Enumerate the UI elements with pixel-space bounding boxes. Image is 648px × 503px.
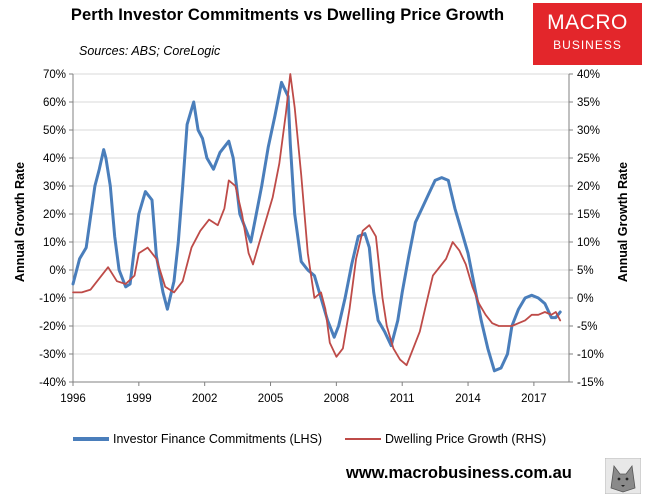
right-tick-label: 35% xyxy=(577,97,600,109)
legend-label-investor: Investor Finance Commitments (LHS) xyxy=(113,432,323,446)
series-lines xyxy=(71,73,562,373)
left-tick-label: -30% xyxy=(39,349,66,361)
x-axis-ticks: 1996 1999 2002 2005 2008 2011 2014 2017 xyxy=(60,382,547,405)
x-tick-label: 2002 xyxy=(192,393,218,405)
right-tick-label: 0% xyxy=(577,293,594,305)
right-tick-label: 15% xyxy=(577,209,600,221)
x-tick-label: 2005 xyxy=(258,393,284,405)
x-tick-label: 2011 xyxy=(390,393,415,405)
wolf-logo-icon xyxy=(605,458,641,494)
right-axis-title: Annual Growth Rate xyxy=(616,162,630,282)
right-tick-label: 25% xyxy=(577,153,600,165)
x-tick-label: 1996 xyxy=(60,393,86,405)
left-tick-label: 0% xyxy=(49,265,66,277)
left-tick-label: 30% xyxy=(43,181,66,193)
right-tick-label: 5% xyxy=(577,265,594,277)
x-tick-label: 1999 xyxy=(126,393,152,405)
right-axis-ticks: -15% -10% -5% 0% 5% 10% 15% 20% 25% 30% 35% 40% xyxy=(569,69,604,389)
legend-item-dwelling: Dwelling Price Growth (RHS) xyxy=(345,432,546,446)
x-tick-label: 2014 xyxy=(455,393,481,405)
series-line-dwelling xyxy=(72,73,562,367)
right-tick-label: 30% xyxy=(577,125,600,137)
source-note: Sources: ABS; CoreLogic xyxy=(79,44,221,58)
left-tick-label: 60% xyxy=(43,97,66,109)
left-tick-label: 20% xyxy=(43,209,66,221)
logo-text-line2: BUSINESS xyxy=(553,38,622,52)
left-tick-label: 70% xyxy=(43,69,66,81)
left-axis-ticks: -40% -30% -20% -10% 0% 10% 20% 30% 40% 50% 60% 70% xyxy=(39,69,73,389)
legend-label-dwelling: Dwelling Price Growth (RHS) xyxy=(385,432,547,446)
chart-title: Perth Investor Commitments vs Dwelling P… xyxy=(70,6,505,24)
left-tick-label: -10% xyxy=(39,293,66,305)
left-tick-label: -40% xyxy=(39,377,66,389)
left-tick-label: -20% xyxy=(39,321,66,333)
right-tick-label: -5% xyxy=(577,321,597,333)
legend-swatch-dwelling xyxy=(345,438,381,440)
legend-swatch-investor xyxy=(73,437,109,441)
left-axis-title: Annual Growth Rate xyxy=(13,162,27,282)
macrobusiness-logo: MACRO BUSINESS xyxy=(533,3,642,65)
right-tick-label: 10% xyxy=(577,237,600,249)
line-chart: -40%-30%-20%-10%0%10%20%30%40%50%60%70% … xyxy=(13,69,630,405)
logo-text-line1: MACRO xyxy=(547,11,628,34)
grid-lines xyxy=(72,73,570,383)
left-tick-label: 50% xyxy=(43,125,66,137)
left-tick-label: 40% xyxy=(43,153,66,165)
x-tick-label: 2017 xyxy=(521,393,547,405)
website-footer: www.macrobusiness.com.au xyxy=(346,464,572,482)
right-tick-label: -10% xyxy=(577,349,604,361)
left-tick-label: 10% xyxy=(43,237,66,249)
x-tick-label: 2008 xyxy=(324,393,350,405)
right-tick-label: 40% xyxy=(577,69,600,81)
right-tick-label: -15% xyxy=(577,377,604,389)
right-tick-label: 20% xyxy=(577,181,600,193)
series-line-investor xyxy=(71,80,562,373)
legend-item-investor: Investor Finance Commitments (LHS) xyxy=(73,432,322,446)
